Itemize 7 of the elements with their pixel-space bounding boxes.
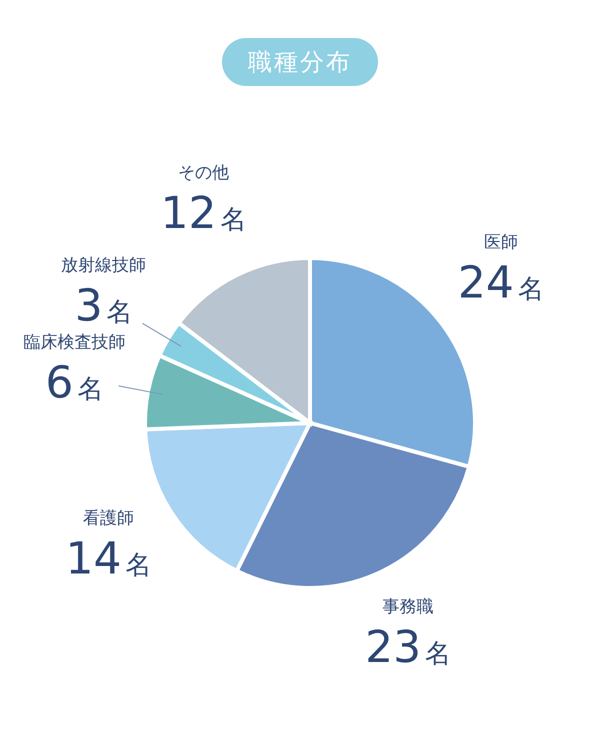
slice-label: 臨床検査技師 [23, 332, 126, 352]
slice-label: 放射線技師 [61, 255, 146, 276]
slice-label: 看護師 [83, 508, 134, 528]
chart-title: 職種分布 [222, 38, 378, 86]
slice-label: その他 [178, 162, 230, 183]
slice-label: 医師 [484, 232, 518, 253]
slice-label: 事務職 [382, 597, 434, 617]
